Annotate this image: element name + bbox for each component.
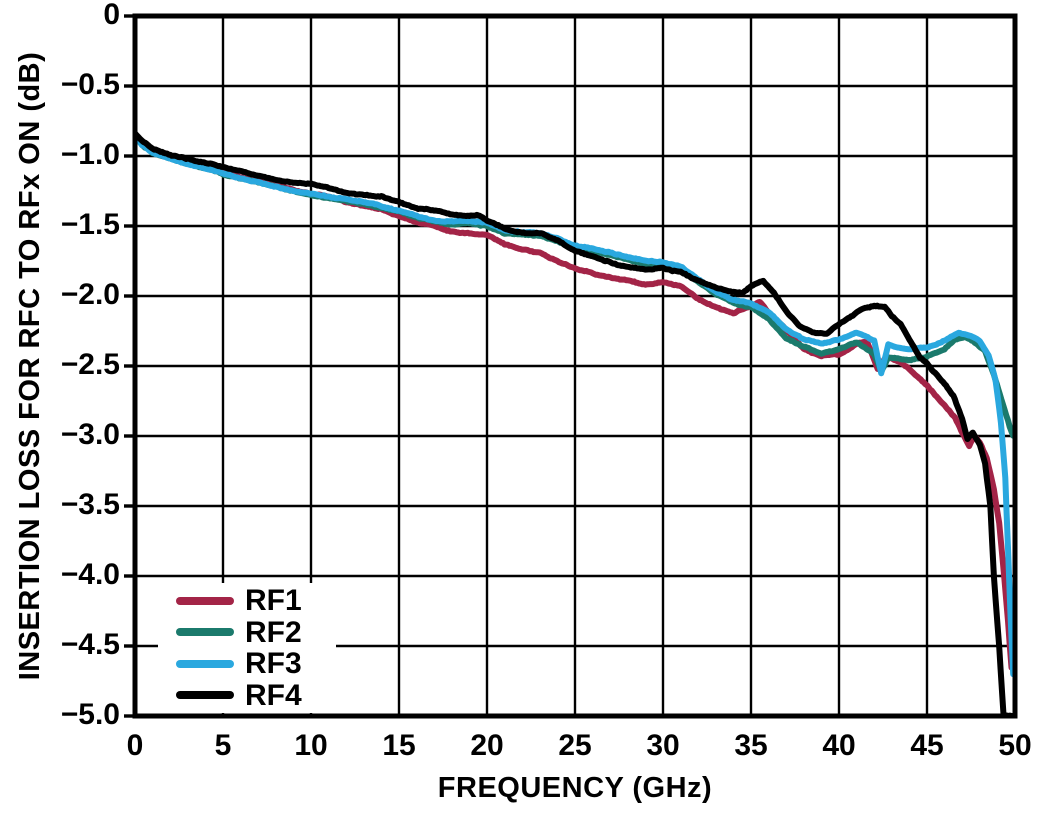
y-tick-label: −3.0 (60, 418, 120, 451)
legend-swatch-rf4 (176, 691, 234, 700)
y-tick-label: −4.5 (60, 628, 120, 661)
x-tick-label: 45 (910, 729, 944, 762)
series-line-rf4 (134, 130, 1016, 718)
x-tick-label: 40 (822, 729, 856, 762)
y-tick-label: −5.0 (60, 698, 120, 731)
legend-label: RF4 (245, 678, 302, 712)
y-tick-label: −2.5 (60, 348, 120, 381)
y-tick-label: −0.5 (60, 68, 120, 101)
legend-swatch-rf3 (176, 659, 234, 668)
x-tick-label: 25 (558, 729, 592, 762)
x-tick-label: 35 (734, 729, 768, 762)
y-tick-label: 0 (103, 0, 120, 31)
x-axis-title: FREQUENCY (GHz) (437, 772, 713, 804)
plot-frame (132, 13, 1018, 719)
y-tick-label: −2.0 (60, 278, 120, 311)
y-tick-label: −1.5 (60, 208, 120, 241)
legend-label: RF2 (245, 615, 302, 649)
x-tick-label: 50 (998, 729, 1032, 762)
y-tick-label: −4.0 (60, 558, 120, 591)
y-tick-label: −1.0 (60, 138, 120, 171)
x-tick-label: 0 (126, 729, 144, 762)
legend-item-rf1: RF1 (158, 584, 336, 618)
x-tick-label: 20 (470, 729, 504, 762)
legend-item-rf3: RF3 (158, 647, 336, 681)
legend: RF1 RF2 RF3 RF4 (158, 583, 336, 713)
legend-label: RF3 (245, 647, 302, 681)
legend-item-rf4: RF4 (158, 678, 336, 712)
x-tick-label: 15 (382, 729, 416, 762)
legend-label: RF1 (245, 584, 302, 618)
x-tick-label: 30 (646, 729, 680, 762)
x-tick-label: 10 (294, 729, 328, 762)
legend-swatch-rf2 (176, 628, 234, 637)
legend-swatch-rf1 (176, 596, 234, 605)
legend-item-rf2: RF2 (158, 615, 336, 649)
x-tick-label: 5 (214, 729, 232, 762)
y-tick-label: −3.5 (60, 488, 120, 521)
series-line-rf3 (134, 133, 1016, 678)
